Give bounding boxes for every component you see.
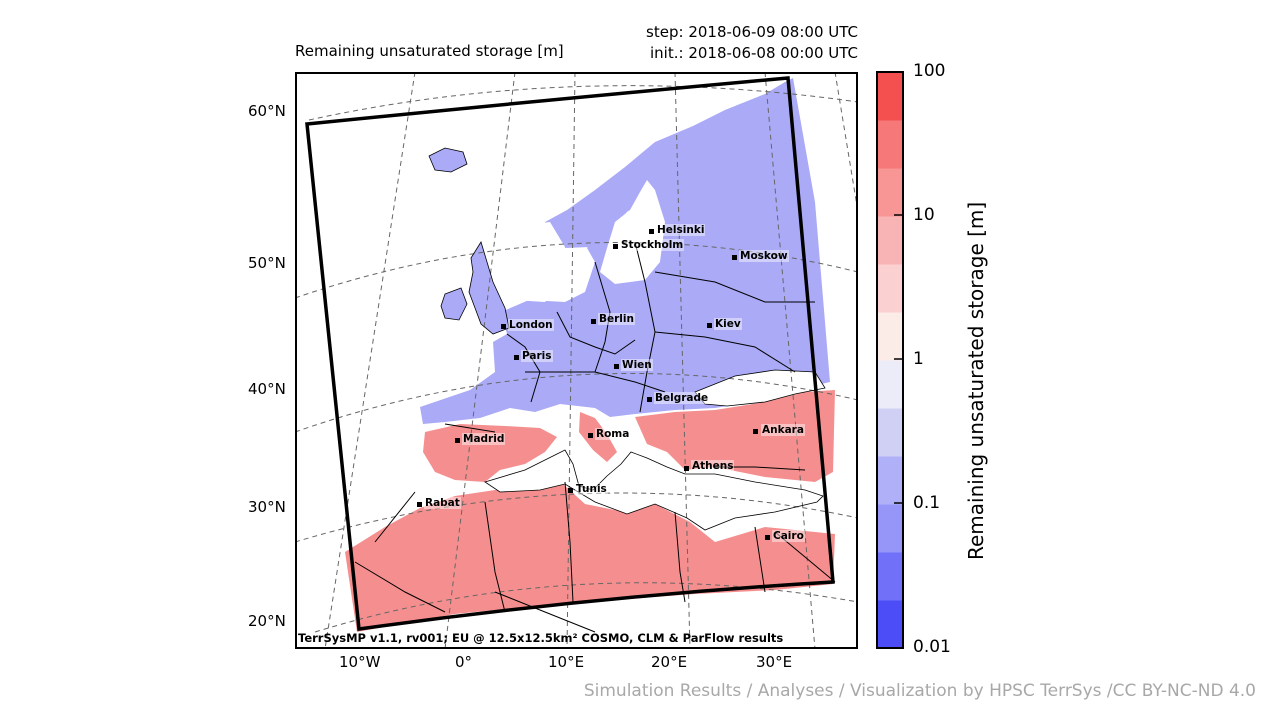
city-label-paris: Paris — [521, 350, 553, 362]
city-label-london: London — [508, 319, 554, 331]
city-label-roma: Roma — [595, 428, 631, 440]
init-time: init.: 2018-06-08 00:00 UTC — [650, 44, 858, 62]
colorbar-bin — [877, 504, 903, 553]
colorbar-bin — [877, 456, 903, 505]
city-marker-berlin — [591, 319, 596, 324]
lon-label-10e: 10°E — [548, 653, 585, 671]
colorbar-bin — [877, 360, 903, 409]
colorbar-tick-100: 100 — [913, 61, 946, 81]
city-marker-rabat — [417, 502, 422, 507]
city-label-helsinki: Helsinki — [656, 224, 706, 236]
city-marker-belgrade — [647, 397, 652, 402]
lat-label-30n: 30°N — [248, 498, 286, 516]
map-frame — [295, 72, 858, 649]
time-info: step: 2018-06-09 08:00 UTC init.: 2018-0… — [646, 22, 858, 64]
lat-label-50n: 50°N — [248, 254, 286, 272]
colorbar-bin — [877, 72, 903, 121]
colorbar-tick-0-01: 0.01 — [913, 637, 951, 657]
city-marker-moskow — [732, 255, 737, 260]
lon-label-30e: 30°E — [756, 653, 793, 671]
city-marker-london — [501, 324, 506, 329]
italy-dry-region — [579, 412, 617, 462]
city-label-madrid: Madrid — [462, 433, 506, 445]
colorbar-bin — [877, 168, 903, 217]
colorbar-bin — [877, 120, 903, 169]
lat-label-60n: 60°N — [248, 102, 286, 120]
lon-label-0: 0° — [455, 653, 473, 671]
scandinavia-wet-region — [545, 82, 790, 248]
colorbar-bin — [877, 216, 903, 265]
city-marker-athens — [684, 466, 689, 471]
coastlines — [428, 147, 826, 531]
city-marker-madrid — [455, 438, 460, 443]
city-marker-tunis — [568, 488, 573, 493]
city-marker-paris — [514, 355, 519, 360]
colorbar-bin — [877, 264, 903, 313]
model-credit: TerrSysMP v1.1, rv001; EU @ 12.5x12.5km²… — [298, 631, 784, 645]
city-marker-ankara — [753, 429, 758, 434]
colorbar-bin — [877, 552, 903, 601]
ireland-wet-region — [441, 288, 467, 320]
lat-label-40n: 40°N — [248, 380, 286, 398]
city-marker-stockholm — [613, 244, 618, 249]
lon-label-10w: 10°W — [339, 653, 381, 671]
footer-credit: Simulation Results / Analyses / Visualiz… — [583, 681, 1256, 701]
north-sea — [501, 222, 570, 302]
colorbar-bin — [877, 408, 903, 457]
city-marker-helsinki — [649, 229, 654, 234]
city-label-rabat: Rabat — [424, 497, 461, 509]
variable-title: Remaining unsaturated storage [m] — [295, 42, 564, 60]
colorbar-title: Remaining unsaturated storage [m] — [964, 201, 988, 560]
city-label-berlin: Berlin — [598, 313, 635, 325]
city-label-ankara: Ankara — [761, 424, 805, 436]
north-africa-dry-region — [345, 484, 835, 632]
map-border — [295, 72, 858, 649]
model-domain-outline — [305, 76, 835, 631]
colorbar — [876, 71, 904, 649]
city-marker-roma — [588, 433, 593, 438]
colorbar-tick-0-1: 0.1 — [913, 493, 941, 513]
colorbar-bins — [877, 72, 903, 649]
lon-label-20e: 20°E — [651, 653, 688, 671]
iceland-wet-region — [429, 148, 467, 172]
city-label-moskow: Moskow — [739, 250, 789, 262]
colorbar-tick-1: 1 — [913, 349, 924, 369]
city-label-wien: Wien — [621, 359, 653, 371]
colorbar-bin — [877, 600, 903, 649]
colorbar-border — [876, 71, 904, 649]
colorbar-tick-10: 10 — [913, 205, 935, 225]
city-label-cairo: Cairo — [772, 530, 805, 542]
graticule — [295, 72, 858, 649]
city-marker-cairo — [765, 535, 770, 540]
country-borders — [354, 241, 836, 633]
lat-label-20n: 20°N — [248, 612, 286, 630]
baltic-sea — [600, 180, 665, 284]
colorbar-bin — [877, 312, 903, 361]
step-time: step: 2018-06-09 08:00 UTC — [646, 23, 858, 41]
city-label-athens: Athens — [691, 460, 735, 472]
city-label-belgrade: Belgrade — [654, 392, 710, 404]
colorbar-ticks — [894, 214, 904, 504]
city-label-kiev: Kiev — [714, 318, 742, 330]
city-label-stockholm: Stockholm — [620, 239, 685, 251]
city-marker-wien — [614, 364, 619, 369]
city-marker-kiev — [707, 323, 712, 328]
city-label-tunis: Tunis — [575, 483, 608, 495]
